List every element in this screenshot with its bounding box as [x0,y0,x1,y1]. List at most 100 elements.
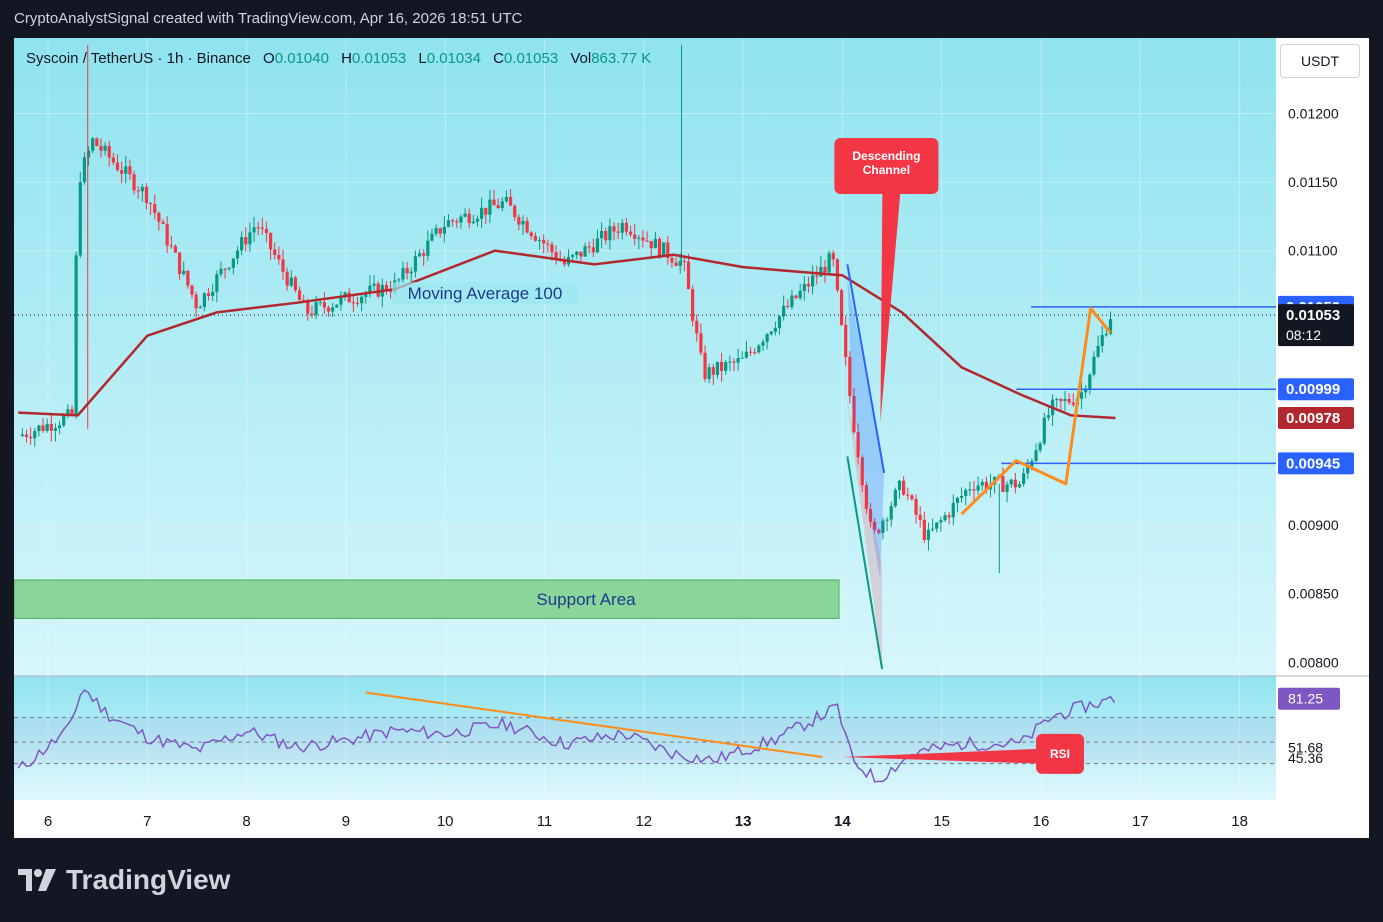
candle-body [893,489,897,507]
candle-body [591,247,595,253]
candle-body [542,240,546,244]
candle-body [529,232,533,236]
candle-body [1038,443,1042,451]
candle-body [248,232,252,245]
candle-body [451,220,455,222]
chart-frame[interactable]: 6 7 8 9 10 11 12 13 14 15 16 17 18 0.01200 0.01150 0.01… [14,38,1369,838]
candle-body [550,244,554,253]
candle-body [471,221,475,224]
x-tick-label: 8 [242,813,250,830]
candle-body [264,228,269,233]
candle-body [235,250,240,259]
candle-body [794,295,798,299]
candle-body [475,218,480,222]
candle-body [310,313,314,315]
candle-body [1108,319,1113,334]
rsi-line [17,689,1116,783]
candle-body [211,291,215,296]
chart-canvas[interactable]: 6 7 8 9 10 11 12 13 14 15 16 17 18 0.01200 0.01150 0.01… [14,38,1369,838]
rsi-value-label: 81.25 [1288,691,1323,707]
candle-body [786,305,790,307]
candle-body [157,212,161,222]
open-label: O [263,50,275,67]
candle-body [53,428,58,431]
candle-body [856,432,860,458]
rsi-band-fill [14,717,1276,764]
close-value: 0.01053 [503,50,559,67]
candle-body [66,409,70,416]
x-tick-label: 6 [44,813,52,830]
candle-body [1026,466,1030,474]
candle-body [446,220,451,227]
x-tick-label: 7 [143,813,151,830]
candle-body [852,396,856,433]
candle-body [103,145,107,151]
candle-body [1096,345,1100,357]
candle-body [297,290,302,301]
price-axis-label-bg [1278,452,1354,475]
rsi-callout [1036,733,1085,774]
candle-body [521,220,525,225]
candle-body [910,495,914,499]
candle-body [703,352,707,379]
candle-body [293,277,298,291]
candle-body [401,268,405,280]
candle-body [645,240,649,242]
support-area-label: Support Area [536,590,636,609]
y-tick-label: 0.00900 [1288,517,1339,533]
candle-body [848,357,852,397]
candle-body [579,251,583,257]
channel-callout-line1: Descending [852,149,920,163]
candle-body [430,233,434,241]
candle-body [74,255,78,415]
candle-body [587,246,591,248]
candle-body [1046,415,1051,418]
candle-body [347,292,351,303]
candle-body [355,302,360,304]
price-pane-background [14,38,1276,676]
high-value: 0.01053 [351,50,407,67]
projection-zigzag [960,306,1112,516]
candle-body [467,213,471,224]
candle-body [132,174,136,191]
candle-body [78,182,82,256]
candle-body [724,362,728,371]
candle-body [525,220,529,233]
candle-body [331,307,335,312]
candle-body [628,231,633,235]
candle-body [335,304,339,308]
symbol-name[interactable]: Syscoin / TetherUS · 1h · Binance [26,50,251,67]
moving-average-label: Moving Average 100 [408,284,563,303]
candle-body [926,529,931,540]
channel-lower-line [846,456,884,670]
candle-body [281,259,285,272]
currency-button[interactable]: USDT [1280,44,1360,78]
candle-body [831,253,835,260]
brand-name: TradingView [66,864,231,895]
x-tick-label: 10 [437,813,454,830]
price-axis-label-bg [1278,407,1354,430]
candle-body [260,227,264,229]
candle-body [902,480,906,495]
candle-body [231,258,235,268]
candle-body [583,246,587,257]
candle-body [773,328,777,332]
candle-body [37,425,41,432]
candle-body [968,489,972,491]
price-axis-background [1276,38,1369,838]
candle-body [318,302,322,304]
candle-body [608,226,612,241]
candle-body [70,409,74,415]
candle-body [339,296,343,305]
candle-body [839,290,844,325]
candle-body [360,296,364,304]
candle-body [206,293,211,296]
countdown-label: 08:12 [1286,327,1321,343]
candle-body [678,261,682,266]
x-tick-label: 16 [1033,813,1050,830]
candle-body [99,145,103,151]
candle-body [388,291,393,293]
candle-body [124,166,128,174]
candle-body [484,207,488,215]
tradingview-logo: TradingView [16,864,230,896]
